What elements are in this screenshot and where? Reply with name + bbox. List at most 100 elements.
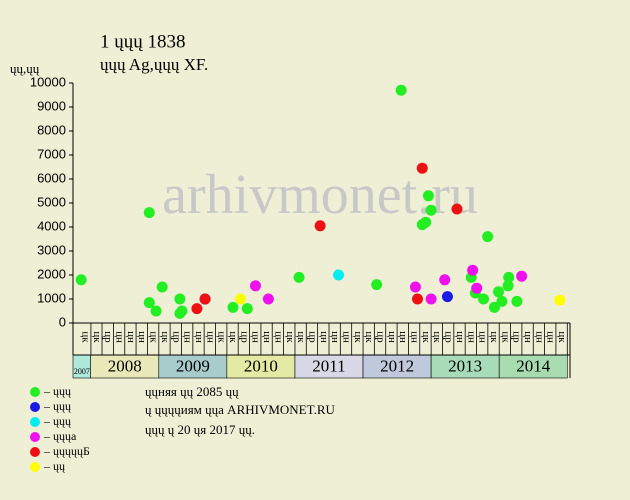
note: ųųняя ųų 2085 ųų	[145, 384, 239, 399]
data-point	[411, 293, 423, 305]
data-point	[425, 204, 437, 216]
x-tick-label: цк	[295, 331, 307, 343]
x-tick-label: цн	[250, 331, 262, 343]
x-tick-label: цн	[465, 331, 477, 343]
legend-marker	[30, 432, 40, 442]
legend-marker	[30, 462, 40, 472]
data-point	[482, 231, 494, 243]
x-tick-label: цк	[363, 331, 375, 343]
x-tick-label: цр	[238, 331, 250, 343]
legend-marker	[30, 387, 40, 397]
x-tick-label: цн	[261, 331, 273, 343]
x-tick-label: цр	[102, 331, 114, 343]
data-point	[422, 190, 434, 202]
data-point	[409, 281, 421, 293]
legend-marker	[30, 417, 40, 427]
data-point	[262, 293, 274, 305]
data-point	[503, 271, 515, 283]
year-label: 2014	[516, 356, 551, 375]
year-label: 2008	[108, 356, 142, 375]
x-tick-label: цн	[454, 331, 466, 343]
data-point	[488, 301, 500, 313]
x-tick-label: цн	[329, 331, 341, 343]
x-tick-label: цн	[125, 331, 137, 343]
x-tick-label: цн	[182, 331, 194, 343]
y-tick-label: 5000	[37, 194, 66, 209]
data-point	[227, 301, 239, 313]
data-point	[478, 293, 490, 305]
data-point	[496, 295, 508, 307]
legend-marker	[30, 447, 40, 457]
year-label: 2013	[448, 356, 482, 375]
data-point	[174, 293, 186, 305]
data-point	[249, 280, 261, 292]
data-point	[425, 293, 437, 305]
x-tick-label: цн	[318, 331, 330, 343]
chart-title: 1 ųųų 1838	[100, 31, 186, 52]
x-tick-label: цн	[545, 331, 557, 343]
x-tick-label: цк	[80, 331, 92, 343]
data-point	[176, 305, 188, 317]
note: ų ųųųųиям ųųа ARHIVMONET.RU	[145, 402, 336, 417]
y-tick-label: 8000	[37, 122, 66, 137]
x-tick-label: цн	[409, 331, 421, 343]
x-tick-label: цн	[272, 331, 284, 343]
note: ųųų ų 20 ųя 2017 ųų.	[145, 422, 255, 437]
data-point	[502, 280, 514, 292]
x-tick-label: цк	[159, 331, 171, 343]
y-tick-label: 10000	[30, 74, 66, 89]
data-point	[467, 264, 479, 276]
year-label: 2009	[176, 356, 210, 375]
data-point	[314, 220, 326, 232]
legend-label: – ųųų	[43, 414, 71, 428]
legend-label: – ųųųųųБ	[43, 444, 90, 458]
x-tick-label: цн	[397, 331, 409, 343]
y-tick-label: 0	[59, 314, 66, 329]
x-tick-label: цн	[204, 331, 216, 343]
data-point	[554, 294, 566, 306]
x-tick-label: цк	[148, 331, 160, 343]
x-tick-label: цк	[91, 331, 103, 343]
data-point	[451, 203, 463, 215]
year-label: 2007	[74, 367, 90, 376]
chart-subtitle: ųųų Ag,ųųų XF.	[100, 55, 208, 74]
year-label: 2010	[244, 356, 278, 375]
legend-label: – ųų	[43, 459, 65, 473]
x-tick-label: цк	[420, 331, 432, 343]
data-point	[416, 162, 428, 174]
x-tick-label: цк	[499, 331, 511, 343]
y-tick-label: 2000	[37, 266, 66, 281]
data-point	[471, 282, 483, 294]
data-point	[395, 84, 407, 96]
y-tick-label: 9000	[37, 98, 66, 113]
x-tick-label: цр	[170, 331, 182, 343]
x-tick-label: цн	[340, 331, 352, 343]
data-point	[191, 303, 203, 315]
data-point	[199, 293, 211, 305]
x-tick-label: цн	[533, 331, 545, 343]
x-tick-label: цк	[556, 331, 568, 343]
x-tick-label: цк	[431, 331, 443, 343]
legend-label: – ųųųа	[43, 429, 77, 443]
y-tick-label: 3000	[37, 242, 66, 257]
data-point	[420, 216, 432, 228]
data-point	[516, 270, 528, 282]
x-tick-label: цр	[511, 331, 523, 343]
x-tick-label: цк	[227, 331, 239, 343]
y-tick-label: 7000	[37, 146, 66, 161]
y-axis-label: ųų,ųų	[10, 61, 40, 76]
data-point	[75, 274, 87, 286]
x-tick-label: цр	[375, 331, 387, 343]
data-point	[241, 303, 253, 315]
year-label: 2011	[312, 356, 345, 375]
data-point	[439, 274, 451, 286]
x-tick-label: цн	[136, 331, 148, 343]
y-tick-label: 4000	[37, 218, 66, 233]
x-tick-label: цк	[488, 331, 500, 343]
data-point	[143, 207, 155, 219]
x-tick-label: цн	[477, 331, 489, 343]
data-point	[371, 279, 383, 291]
x-tick-label: цк	[284, 331, 296, 343]
x-tick-label: цн	[193, 331, 205, 343]
